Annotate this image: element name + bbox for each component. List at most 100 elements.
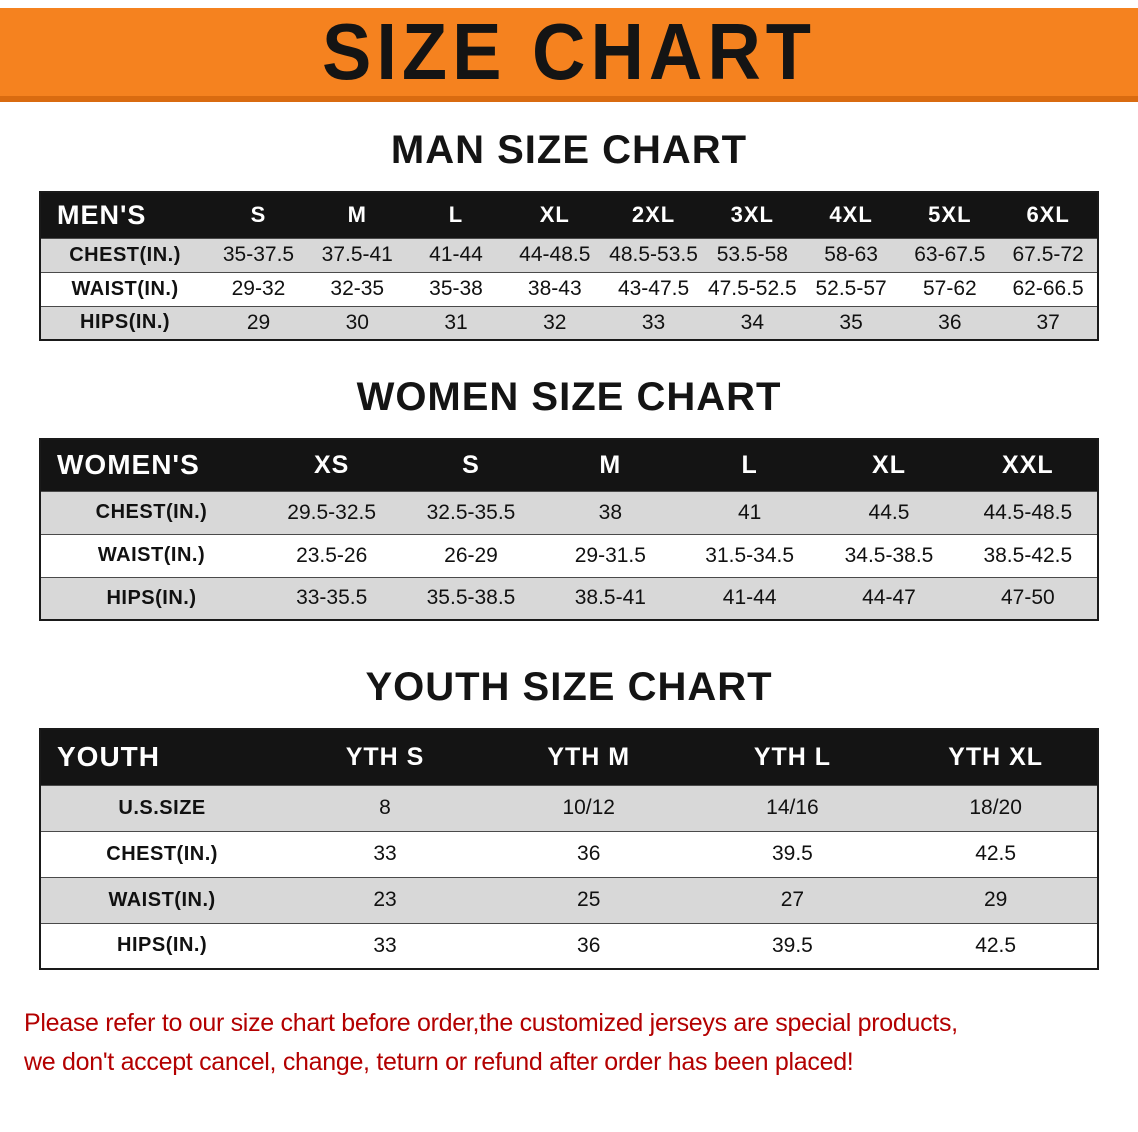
row-label: HIPS(IN.) [40,576,263,620]
table-cell: 31.5-34.5 [680,533,820,577]
column-header: M [540,438,680,491]
table-cell: 36 [486,922,691,969]
table-cell: 23.5-26 [262,533,402,577]
table-cell: 41 [680,490,820,534]
table-cell: 44.5 [819,490,959,534]
table-cell: 39.5 [690,922,895,969]
table-cell: 37 [999,305,1098,340]
column-header: 2XL [604,191,703,238]
page-title: SIZE CHART [322,6,816,97]
table-row: WAIST(IN.) 29-32 32-35 35-38 38-43 43-47.5 47.… [40,271,1098,306]
table-cell: 36 [900,305,1000,340]
table-cell: 32 [505,305,605,340]
table-row: HIPS(IN.) 29 30 31 32 33 34 35 36 37 [40,305,1098,340]
column-header: 6XL [999,191,1098,238]
table-header-row: WOMEN'S XS S M L XL XXL [40,438,1098,491]
column-header: XXL [958,438,1098,491]
table-cell: 47.5-52.5 [702,271,802,306]
footer-note: Please refer to our size chart before or… [24,1004,1118,1082]
table-cell: 44-48.5 [505,237,605,272]
row-label: HIPS(IN.) [40,922,284,969]
table-cell: 62-66.5 [999,271,1098,306]
row-label: WAIST(IN.) [40,271,210,306]
table-cell: 35-37.5 [209,237,308,272]
table-cell: 33 [283,830,487,877]
footer-note-line2: we don't accept cancel, change, teturn o… [24,1047,854,1076]
row-label: U.S.SIZE [40,784,284,831]
table-row: CHEST(IN.) 29.5-32.5 32.5-35.5 38 41 44.5 44.5… [40,490,1098,534]
youth-size-table: YOUTH YTH S YTH M YTH L YTH XL U.S.SIZE 8 10/12… [39,728,1099,970]
table-cell: 8 [283,784,487,831]
table-cell: 33-35.5 [262,576,402,620]
row-label: CHEST(IN.) [40,490,263,534]
table-cell: 44-47 [819,576,959,620]
table-row: HIPS(IN.) 33-35.5 35.5-38.5 38.5-41 41-44 44-… [40,576,1098,620]
table-cell: 34 [702,305,802,340]
table-cell: 47-50 [958,576,1098,620]
table-cell: 38.5-41 [540,576,680,620]
table-cell: 33 [283,922,487,969]
men-size-table: MEN'S S M L XL 2XL 3XL 4XL 5XL 6XL CHEST(IN.) 35-37… [39,191,1099,341]
table-cell: 41-44 [680,576,820,620]
table-cell: 34.5-38.5 [819,533,959,577]
table-title-cell: MEN'S [40,191,210,238]
table-header-row: MEN'S S M L XL 2XL 3XL 4XL 5XL 6XL [40,191,1098,238]
table-cell: 29 [209,305,308,340]
row-label: WAIST(IN.) [40,533,263,577]
column-header: S [401,438,541,491]
table-cell: 36 [486,830,691,877]
column-header: XS [262,438,402,491]
table-cell: 67.5-72 [999,237,1098,272]
table-row: WAIST(IN.) 23 25 27 29 [40,876,1098,923]
table-cell: 30 [307,305,407,340]
banner: SIZE CHART [0,8,1138,102]
table-cell: 23 [283,876,487,923]
section-heading-women: WOMEN SIZE CHART [356,375,782,419]
table-cell: 63-67.5 [900,237,1000,272]
column-header: YTH S [283,728,487,785]
table-cell: 29-31.5 [540,533,680,577]
column-header: L [680,438,820,491]
table-cell: 29.5-32.5 [262,490,402,534]
column-header: 5XL [900,191,1000,238]
column-header: YTH L [690,728,895,785]
table-cell: 38-43 [505,271,605,306]
table-cell: 35 [801,305,901,340]
table-cell: 37.5-41 [307,237,407,272]
women-size-table: WOMEN'S XS S M L XL XXL CHEST(IN.) 29.5-32.5 32.5… [39,438,1099,621]
row-label: CHEST(IN.) [40,830,284,877]
table-cell: 31 [406,305,506,340]
column-header: YTH XL [894,728,1098,785]
table-cell: 57-62 [900,271,1000,306]
table-title-cell: YOUTH [40,728,284,785]
table-cell: 58-63 [801,237,901,272]
row-label: CHEST(IN.) [40,237,210,272]
column-header: M [307,191,407,238]
table-row: CHEST(IN.) 33 36 39.5 42.5 [40,830,1098,877]
table-cell: 10/12 [486,784,691,831]
table-cell: 25 [486,876,691,923]
table-cell: 26-29 [401,533,541,577]
table-cell: 29-32 [209,271,308,306]
section-heading-man: MAN SIZE CHART [390,128,748,172]
table-cell: 38.5-42.5 [958,533,1098,577]
column-header: XL [819,438,959,491]
row-label: HIPS(IN.) [40,305,210,340]
table-cell: 18/20 [894,784,1098,831]
table-cell: 43-47.5 [604,271,703,306]
table-cell: 14/16 [690,784,895,831]
table-title-cell: WOMEN'S [40,438,263,491]
column-header: S [209,191,308,238]
row-label: WAIST(IN.) [40,876,284,923]
table-cell: 27 [690,876,895,923]
table-row: CHEST(IN.) 35-37.5 37.5-41 41-44 44-48.5 48.5… [40,237,1098,272]
table-cell: 32-35 [307,271,407,306]
column-header: L [406,191,506,238]
table-cell: 42.5 [894,922,1098,969]
table-cell: 33 [604,305,703,340]
section-heading-youth: YOUTH SIZE CHART [365,665,773,709]
footer-note-line1: Please refer to our size chart before or… [24,1009,958,1037]
table-cell: 35-38 [406,271,506,306]
table-cell: 44.5-48.5 [958,490,1098,534]
table-cell: 29 [894,876,1098,923]
